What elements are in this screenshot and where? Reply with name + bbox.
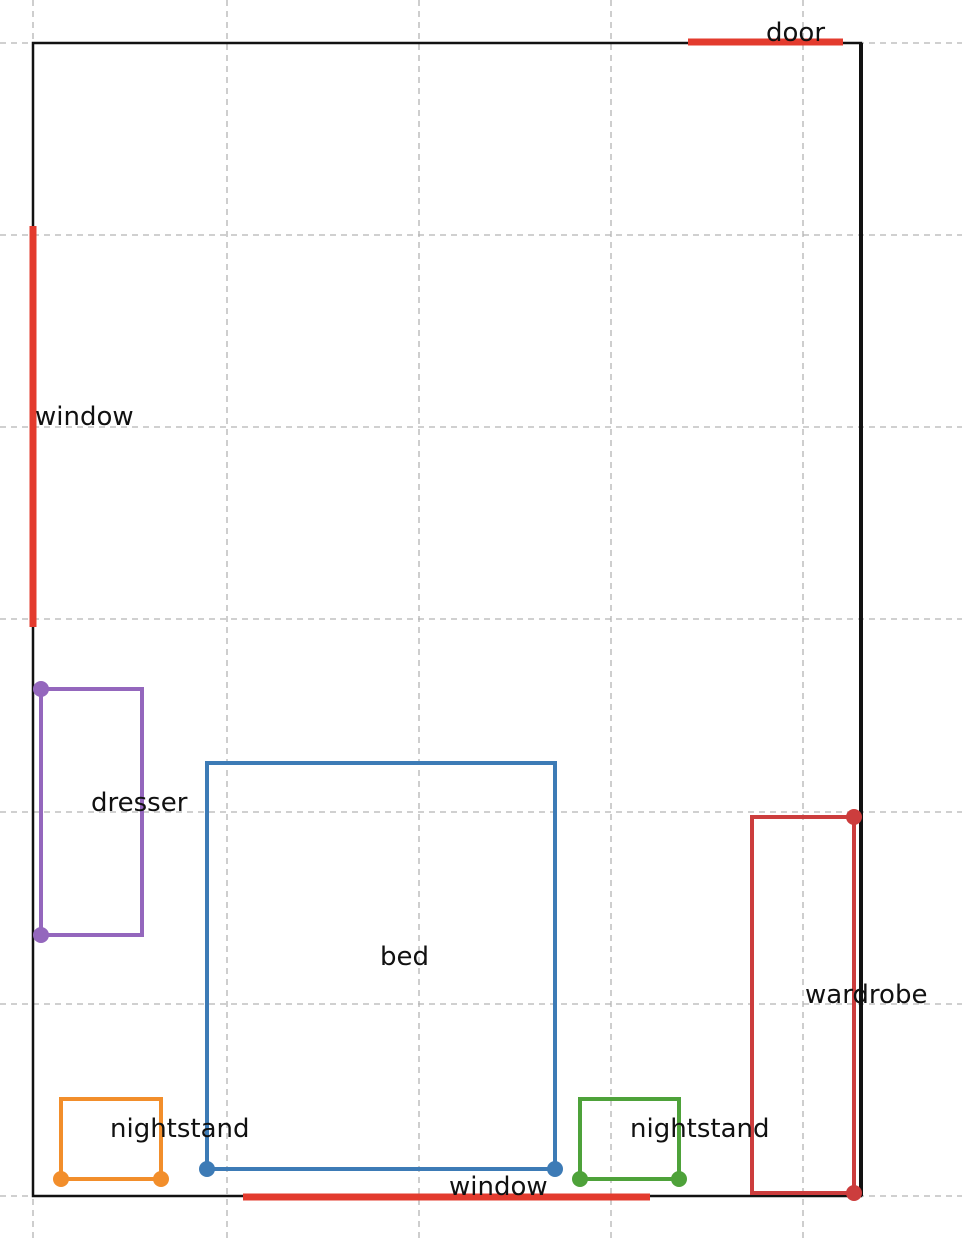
wardrobe-rect [750,815,856,1195]
wardrobe-anchor-top [846,809,862,825]
nightstand-left-rect [59,1097,163,1181]
wardrobe-anchor-bottom [846,1185,862,1201]
openings [29,38,843,1201]
dresser-rect [39,687,144,937]
window-left-label: window [35,402,134,432]
door-label: door [766,18,825,48]
furniture [33,681,862,1201]
window-bottom-label: window [449,1172,548,1202]
nightstand-right-label: nightstand [630,1114,770,1144]
dresser-label: dresser [91,788,188,818]
nightstand-right-rect [578,1097,681,1181]
nightstand-left-anchor-left [53,1171,69,1187]
dresser-anchor-top [33,681,49,697]
bed-label: bed [380,942,429,972]
nightstand-left-label: nightstand [110,1114,250,1144]
nightstand-left-anchor-right [153,1171,169,1187]
bed-anchor-left [199,1161,215,1177]
nightstand-right-anchor-left [572,1171,588,1187]
dresser-anchor-bottom [33,927,49,943]
wardrobe-label: wardrobe [805,980,927,1010]
labels: door window window dresser bed nightstan… [35,18,927,1202]
bed-rect [205,761,557,1171]
nightstand-right-anchor-right [671,1171,687,1187]
bed-anchor-right [547,1161,563,1177]
